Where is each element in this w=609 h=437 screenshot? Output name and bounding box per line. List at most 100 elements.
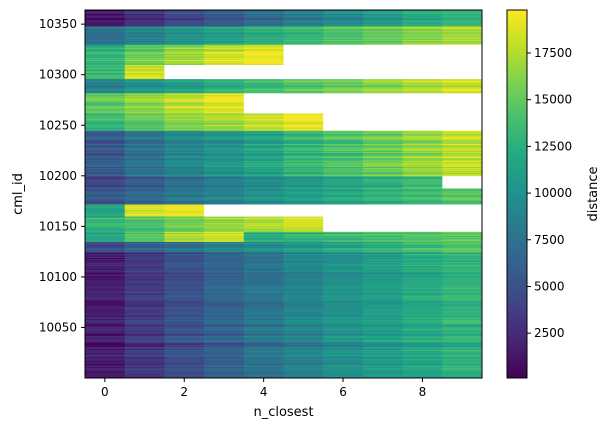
heatmap-cell xyxy=(323,68,364,71)
heatmap-cell xyxy=(283,153,324,155)
heatmap-cell xyxy=(323,184,364,187)
heatmap-cell xyxy=(243,54,284,56)
heatmap-cell xyxy=(442,255,483,258)
heatmap-cell xyxy=(243,38,284,40)
heatmap-cell xyxy=(283,296,324,298)
heatmap-cell xyxy=(124,217,165,219)
heatmap-cell xyxy=(124,169,165,172)
heatmap-cell xyxy=(402,266,443,269)
heatmap-cell xyxy=(442,236,483,238)
heatmap-cell xyxy=(204,59,245,61)
heatmap-cell xyxy=(124,195,165,197)
heatmap-cell xyxy=(362,297,403,299)
heatmap-cell xyxy=(243,296,284,298)
heatmap-cell xyxy=(323,341,364,344)
heatmap-cell xyxy=(85,124,126,126)
heatmap-cell xyxy=(204,173,245,176)
heatmap-cell xyxy=(442,70,483,73)
heatmap-cell xyxy=(85,39,126,41)
heatmap-cell xyxy=(204,319,245,321)
heatmap-cell xyxy=(402,369,443,372)
heatmap-cell xyxy=(323,314,364,316)
heatmap-cell xyxy=(204,252,245,255)
heatmap-cell xyxy=(283,324,324,326)
heatmap-cell xyxy=(362,188,403,191)
heatmap-cell xyxy=(283,28,324,30)
heatmap-cell xyxy=(323,149,364,151)
heatmap-cell xyxy=(85,230,126,232)
heatmap-cell xyxy=(85,250,126,253)
heatmap-cell xyxy=(204,242,245,244)
heatmap-cell xyxy=(85,30,126,32)
heatmap-cell xyxy=(283,363,324,366)
heatmap-cell xyxy=(204,214,245,216)
heatmap-cell xyxy=(124,51,165,53)
heatmap-cell xyxy=(164,268,205,271)
heatmap-cell xyxy=(402,71,443,74)
heatmap-cell xyxy=(204,363,245,366)
heatmap-cell xyxy=(323,236,364,238)
heatmap-cell xyxy=(204,264,245,267)
heatmap-cell xyxy=(85,269,126,272)
heatmap-cell xyxy=(323,147,364,149)
heatmap-cell xyxy=(442,50,483,52)
heatmap-cell xyxy=(402,352,443,355)
heatmap-cell xyxy=(323,177,364,180)
heatmap-cell xyxy=(323,322,364,324)
heatmap-cell xyxy=(283,342,324,345)
heatmap-cell xyxy=(164,139,205,141)
heatmap-cell xyxy=(164,185,205,188)
heatmap-cell xyxy=(204,221,245,223)
heatmap-cell xyxy=(402,299,443,301)
heatmap-cell xyxy=(204,339,245,341)
heatmap-cell xyxy=(124,238,165,240)
heatmap-cell xyxy=(323,280,364,283)
heatmap-cell xyxy=(164,254,205,257)
heatmap-cell xyxy=(442,147,483,149)
heatmap-cell xyxy=(402,362,443,365)
heatmap-cell xyxy=(124,365,165,368)
heatmap-cell xyxy=(442,274,483,277)
heatmap-cell xyxy=(85,313,126,315)
heatmap-cell xyxy=(124,92,165,95)
heatmap-cell xyxy=(323,308,364,310)
heatmap-cell xyxy=(124,40,165,42)
heatmap-cell xyxy=(362,309,403,311)
heatmap-cell xyxy=(85,270,126,273)
heatmap-cell xyxy=(124,28,165,30)
heatmap-cell xyxy=(85,199,126,201)
heatmap-cell xyxy=(283,116,324,118)
heatmap-cell xyxy=(243,300,284,302)
heatmap-cell xyxy=(442,312,483,314)
heatmap-cell xyxy=(362,250,403,253)
heatmap-cell xyxy=(204,237,245,239)
heatmap-cell xyxy=(283,114,324,116)
heatmap-cell xyxy=(124,277,165,280)
heatmap-cell xyxy=(124,332,165,334)
heatmap-cell xyxy=(362,214,403,216)
heatmap-cell xyxy=(124,372,165,375)
heatmap-cell xyxy=(85,291,126,293)
heatmap-cell xyxy=(442,356,483,359)
heatmap-cell xyxy=(402,171,443,174)
heatmap-cell xyxy=(85,189,126,192)
heatmap-cell xyxy=(283,356,324,359)
heatmap-cell xyxy=(402,166,443,169)
heatmap-cell xyxy=(243,122,284,124)
heatmap-cell xyxy=(204,158,245,161)
heatmap-cell xyxy=(124,310,165,312)
heatmap-cell xyxy=(402,84,443,87)
heatmap-cell xyxy=(323,60,364,62)
heatmap-cell xyxy=(402,144,443,146)
heatmap-cell xyxy=(204,375,245,378)
heatmap-cell xyxy=(243,56,284,58)
heatmap-cell xyxy=(204,229,245,231)
heatmap-cell xyxy=(442,299,483,301)
heatmap-cell xyxy=(164,301,205,303)
heatmap-cell xyxy=(85,151,126,153)
heatmap-cell xyxy=(283,91,324,94)
heatmap-cell xyxy=(402,276,443,279)
heatmap-cell xyxy=(323,190,364,193)
heatmap-cell xyxy=(362,40,403,42)
heatmap-cell xyxy=(323,371,364,374)
